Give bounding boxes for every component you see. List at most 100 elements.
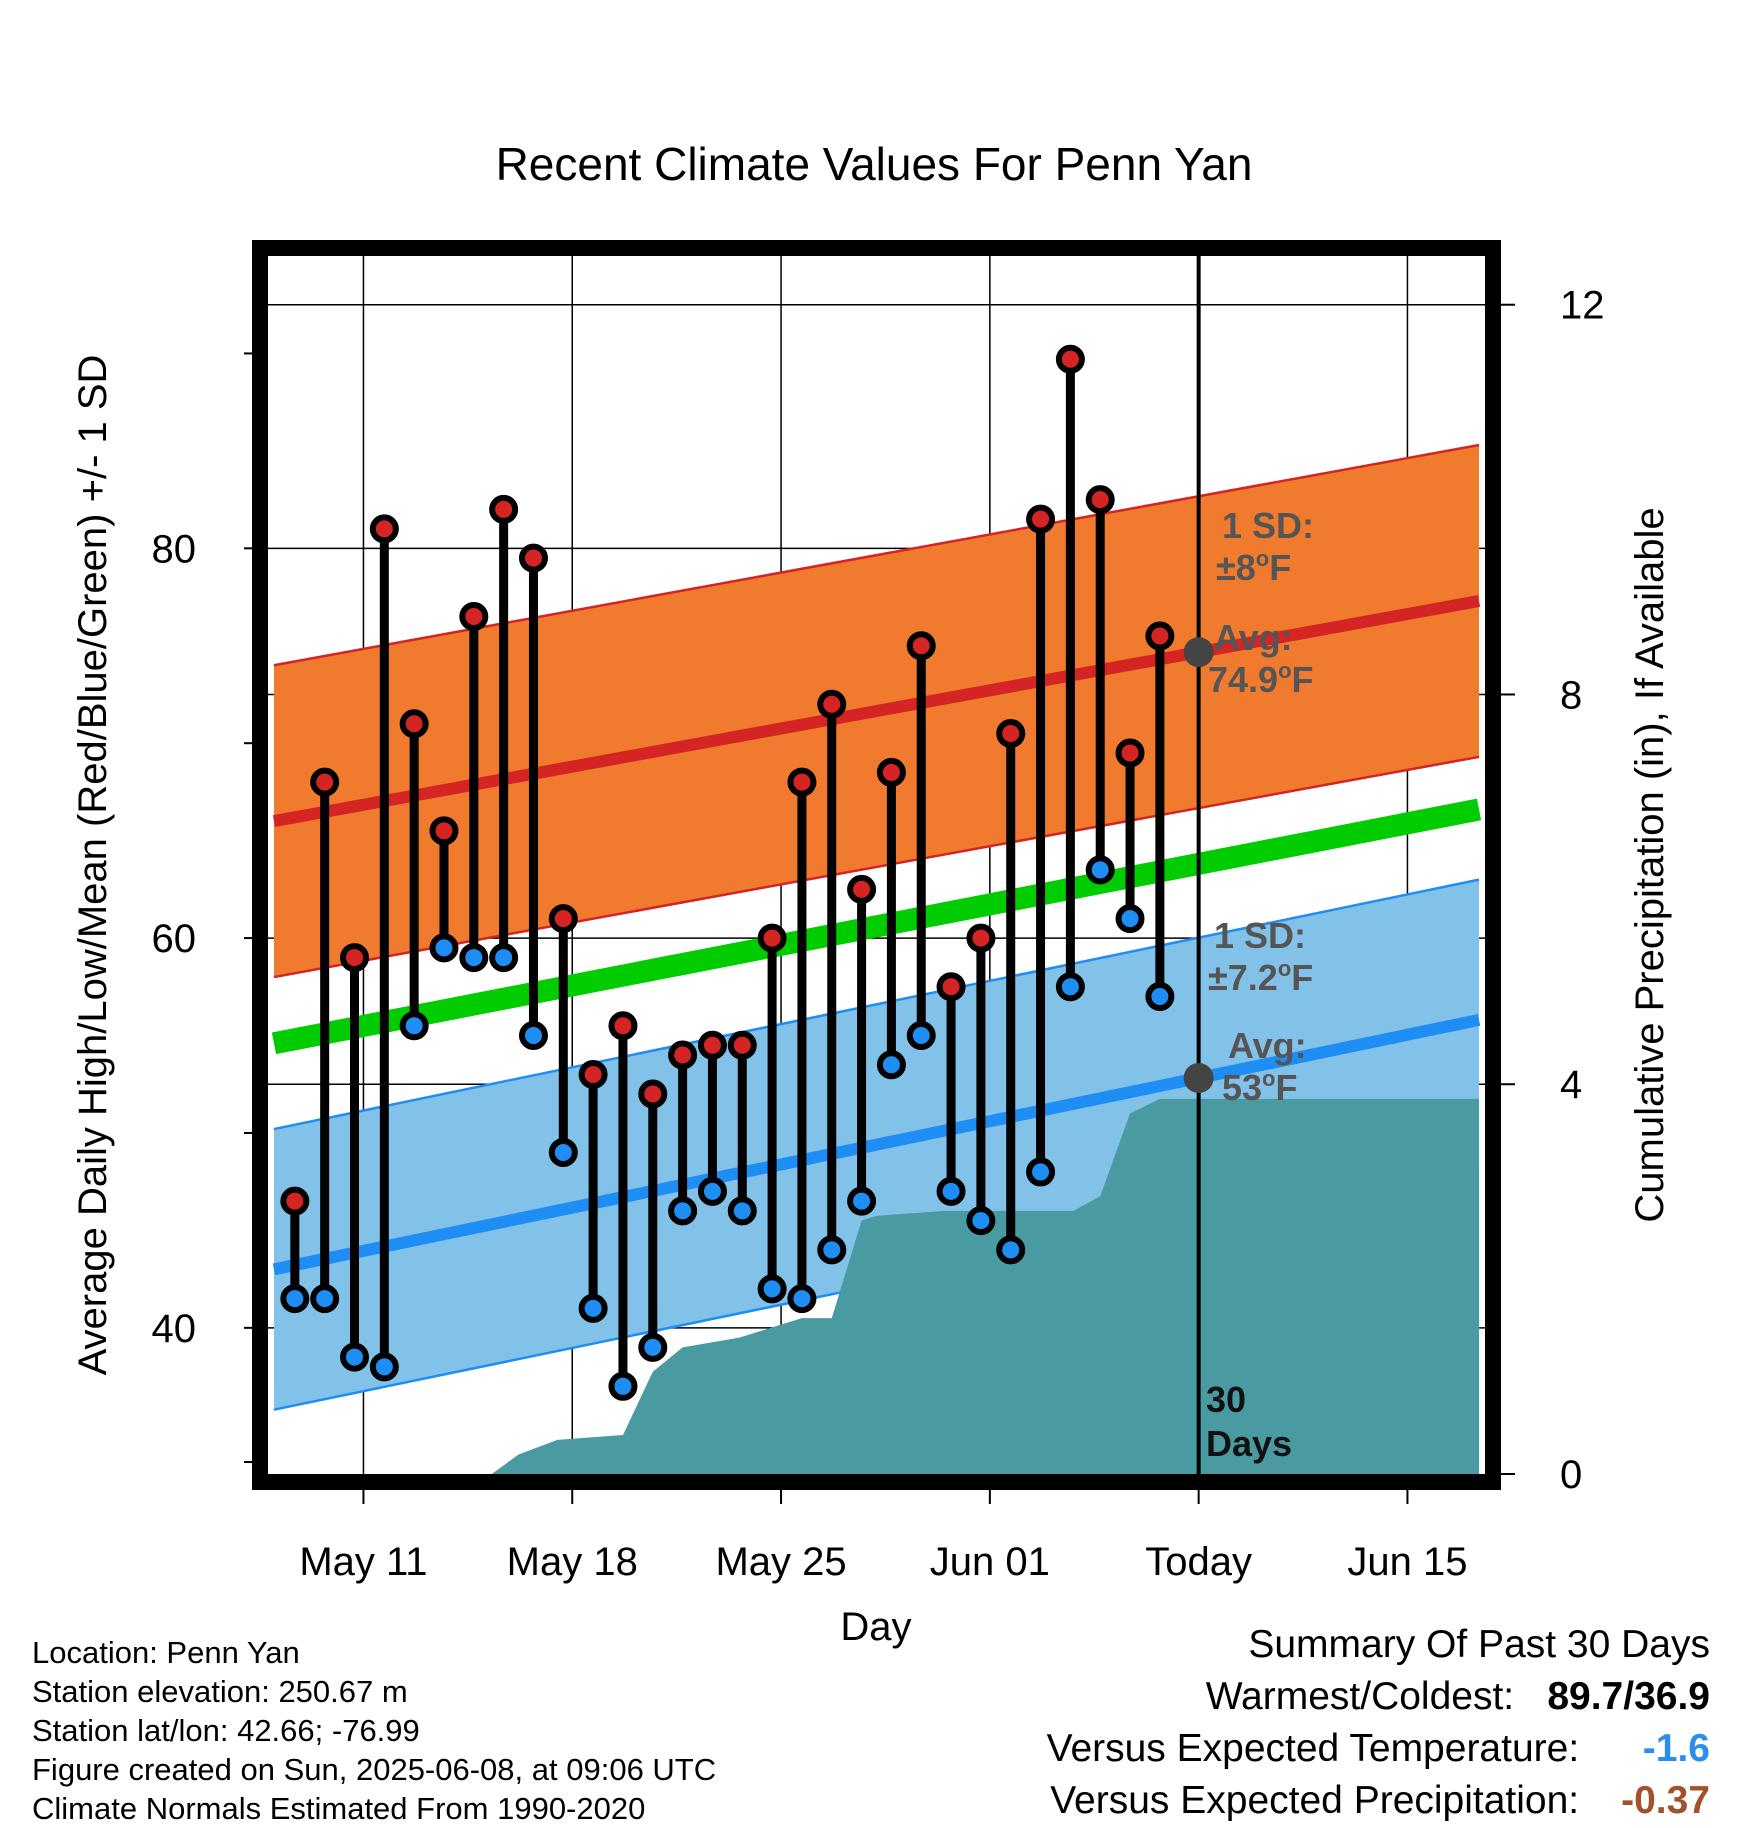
y2-tick-label: 12 [1560, 284, 1605, 328]
precip-area-group [273, 1098, 1480, 1474]
y2-tick-label: 0 [1560, 1453, 1582, 1497]
x-tick-label: May 25 [715, 1540, 846, 1584]
daily-high-point [608, 1011, 638, 1041]
daily-low-point [280, 1284, 310, 1314]
chart-title: Recent Climate Values For Penn Yan [496, 138, 1253, 190]
daily-markers [280, 344, 1175, 1401]
high-sd-label-title: 1 SD: [1222, 505, 1314, 546]
daily-low-point [1055, 972, 1085, 1002]
daily-high-point [668, 1040, 698, 1070]
daily-low-point [429, 933, 459, 963]
info-elevation: Station elevation: 250.67 m [32, 1674, 408, 1709]
y2-axis-label: Cumulative Precipitation (in), If Availa… [1628, 507, 1672, 1222]
daily-low-point [1115, 904, 1145, 934]
y-tick-label: 40 [152, 1307, 197, 1351]
info-created: Figure created on Sun, 2025-06-08, at 09… [32, 1752, 717, 1787]
warm-cold-value: 89.7/36.9 [1547, 1675, 1710, 1718]
warm-cold-label: Warmest/Coldest: [1205, 1675, 1515, 1718]
daily-low-point [638, 1332, 668, 1362]
daily-low-point [876, 1050, 906, 1080]
daily-high-point [489, 494, 519, 524]
daily-low-point [369, 1352, 399, 1382]
precip-label: Versus Expected Precipitation: [1050, 1779, 1580, 1822]
info-location: Location: Penn Yan [32, 1635, 300, 1670]
plot-frame [252, 240, 1501, 1490]
daily-low-point [518, 1021, 548, 1051]
low-avg-label-value: 53oF [1222, 1066, 1298, 1108]
high-sd-label-value: ±8oF [1216, 546, 1291, 588]
daily-low-point [340, 1342, 370, 1372]
daily-low-point [757, 1274, 787, 1304]
daily-high-point [847, 874, 877, 904]
x-tick-label: May 18 [507, 1540, 638, 1584]
summary-title: Summary Of Past 30 Days [1248, 1623, 1710, 1667]
summary-precip: Versus Expected Precipitation: -0.37 [1050, 1779, 1710, 1823]
y-axis-label: Average Daily High/Low/Mean (Red/Blue/Gr… [71, 355, 115, 1376]
daily-high-point [518, 543, 548, 573]
high-avg-label-title: Avg: [1214, 617, 1293, 658]
today-high-avg-marker [1183, 637, 1214, 668]
daily-high-point [459, 602, 489, 632]
info-latlon: Station lat/lon: 42.66; -76.99 [32, 1713, 420, 1748]
days-label-text: Days [1206, 1423, 1292, 1464]
daily-low-point [996, 1235, 1026, 1265]
daily-low-point [1145, 982, 1175, 1012]
days-label-number: 30 [1206, 1379, 1246, 1420]
daily-low-point [817, 1235, 847, 1265]
daily-high-point [906, 631, 936, 661]
summary-warm-cold: Warmest/Coldest: 89.7/36.9 [1206, 1675, 1710, 1719]
daily-low-point [399, 1011, 429, 1041]
today-low-avg-marker [1183, 1062, 1214, 1093]
daily-high-point [996, 718, 1026, 748]
y-tick-label: 60 [152, 917, 197, 961]
high-avg-label-value: 74.9oF [1208, 658, 1314, 700]
daily-high-point [429, 816, 459, 846]
normal-low-line [272, 1014, 1481, 1276]
daily-high-point [1085, 485, 1115, 515]
daily-low-point [787, 1284, 817, 1314]
info-normals: Climate Normals Estimated From 1990-2020 [32, 1791, 646, 1826]
low-avg-label-title: Avg: [1228, 1025, 1307, 1066]
daily-high-point [697, 1030, 727, 1060]
daily-high-point [817, 689, 847, 719]
daily-high-point [280, 1186, 310, 1216]
daily-high-point [876, 757, 906, 787]
daily-low-point [936, 1176, 966, 1206]
daily-low-point [697, 1176, 727, 1206]
daily-low-point [459, 943, 489, 973]
daily-high-point [310, 767, 340, 797]
x-tick-label: Jun 01 [930, 1540, 1050, 1584]
y2-tick-label: 4 [1560, 1063, 1582, 1107]
precip-value: -0.37 [1621, 1779, 1710, 1822]
summary-title-text: Summary Of Past 30 Days [1248, 1623, 1710, 1666]
temp-value: -1.6 [1642, 1727, 1710, 1770]
daily-low-point [847, 1186, 877, 1216]
daily-low-point [906, 1021, 936, 1051]
daily-low-point [727, 1196, 757, 1226]
daily-high-point [548, 904, 578, 934]
daily-low-point [966, 1206, 996, 1236]
daily-high-point [936, 972, 966, 1002]
daily-low-point [578, 1293, 608, 1323]
temp-label: Versus Expected Temperature: [1046, 1727, 1580, 1770]
daily-high-point [1145, 621, 1175, 651]
x-tick-label: Jun 15 [1347, 1540, 1467, 1584]
daily-high-point [399, 709, 429, 739]
y-tick-label: 80 [152, 527, 197, 571]
low-sd-label-value: ±7.2oF [1208, 956, 1313, 998]
daily-high-point [369, 514, 399, 544]
daily-high-point [966, 923, 996, 953]
normal-mean-line [271, 798, 1482, 1055]
y2-tick-label: 8 [1560, 673, 1582, 717]
daily-high-point [578, 1059, 608, 1089]
daily-low-point [310, 1284, 340, 1314]
daily-high-point [757, 923, 787, 953]
daily-stems [290, 359, 1165, 1387]
low-sd-label-title: 1 SD: [1214, 915, 1306, 956]
x-tick-label: Today [1145, 1540, 1252, 1584]
daily-low-point [1026, 1157, 1056, 1187]
x-tick-label: May 11 [299, 1540, 427, 1584]
daily-high-point [787, 767, 817, 797]
daily-high-point [638, 1079, 668, 1109]
